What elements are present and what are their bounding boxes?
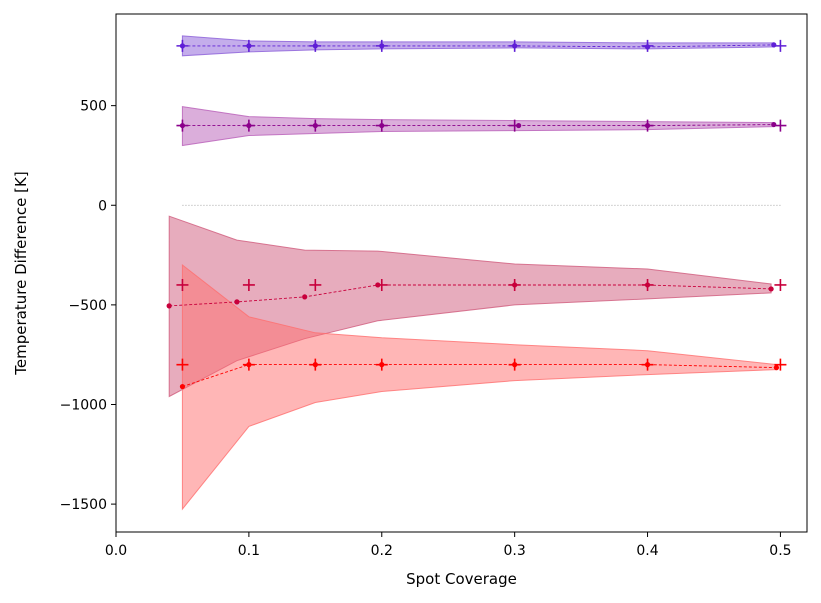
data-point	[771, 42, 777, 48]
true-value-marker	[309, 119, 322, 132]
true-value-marker	[774, 278, 787, 291]
data-point	[179, 383, 186, 390]
true-value-marker	[375, 39, 388, 52]
true-value-marker	[242, 358, 255, 371]
x-tick-label: 0.2	[371, 543, 393, 559]
true-value-marker	[176, 358, 189, 371]
true-value-marker	[309, 358, 322, 371]
true-value-marker	[641, 278, 654, 291]
true-value-marker	[242, 278, 255, 291]
data-point	[166, 303, 172, 309]
y-tick-label: −1000	[60, 397, 107, 413]
true-value-marker	[176, 278, 189, 291]
x-tick-label: 0.5	[769, 543, 791, 559]
data-point	[773, 365, 780, 371]
true-value-marker	[242, 39, 255, 52]
data-point	[771, 121, 777, 128]
true-value-marker	[508, 358, 521, 371]
true-value-marker	[375, 278, 388, 291]
true-value-marker	[309, 39, 322, 52]
true-value-marker	[309, 278, 322, 291]
y-tick-label: −500	[69, 298, 107, 314]
true-value-marker	[774, 119, 787, 132]
x-tick-label: 0.0	[105, 543, 127, 559]
true-value-marker	[176, 39, 189, 52]
axes-frame	[115, 13, 808, 533]
true-value-marker	[242, 119, 255, 132]
true-value-marker	[375, 358, 388, 371]
true-value-marker	[641, 119, 654, 132]
axis-ticks: 0.0 0.1 0.2 0.3 0.4 0.5 −1500 −1000 −500 0 500	[60, 99, 792, 559]
data-point	[768, 286, 774, 292]
y-tick-label: 500	[80, 99, 107, 115]
data-point	[302, 294, 308, 300]
x-tick-label: 0.1	[238, 543, 260, 559]
true-value-marker	[176, 119, 189, 132]
x-tick-label: 0.4	[636, 543, 658, 559]
true-value-marker	[641, 39, 654, 52]
y-tick-label: −1500	[60, 497, 107, 513]
x-tick-label: 0.3	[504, 543, 526, 559]
x-axis-label: Spot Coverage	[406, 570, 517, 588]
true-value-marker	[508, 119, 521, 132]
y-tick-label: 0	[98, 198, 107, 214]
y-axis-label: Temperature Difference [K]	[12, 171, 30, 375]
uncertainty-band-1	[181, 106, 775, 147]
true-value-marker	[375, 119, 388, 132]
true-value-marker	[774, 358, 787, 371]
data-point	[234, 299, 240, 305]
plot-area	[166, 35, 787, 511]
true-value-marker	[641, 358, 654, 371]
true-value-marker	[508, 278, 521, 291]
true-value-marker	[508, 39, 521, 52]
true-value-marker	[774, 39, 787, 52]
